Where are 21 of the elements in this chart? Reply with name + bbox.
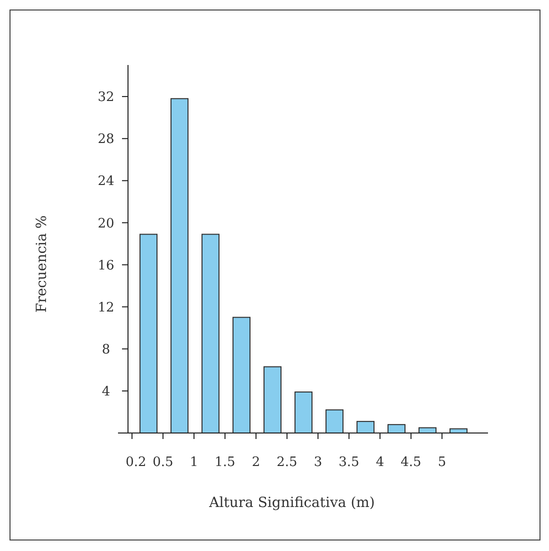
x-tick-label: 4.5 bbox=[400, 455, 422, 470]
x-tick-label: 2.5 bbox=[276, 455, 298, 470]
y-tick-label: 24 bbox=[98, 174, 114, 190]
y-tick-label: 28 bbox=[98, 132, 114, 148]
x-tick-label: 5 bbox=[438, 455, 446, 470]
x-axis-title: Altura Significativa (m) bbox=[208, 495, 375, 511]
y-tick-label: 8 bbox=[102, 342, 110, 358]
x-tick-label: 2 bbox=[252, 455, 260, 470]
x-tick-label: 0.5 bbox=[152, 455, 174, 470]
x-tick-label: 0.2 bbox=[126, 455, 146, 470]
x-tick-label: 1 bbox=[190, 455, 198, 470]
y-tick-label: 12 bbox=[98, 300, 114, 316]
y-tick-label: 4 bbox=[102, 384, 110, 400]
y-axis-title: Frecuencia % bbox=[34, 215, 50, 313]
y-tick-label: 16 bbox=[98, 258, 114, 274]
y-tick-label: 20 bbox=[98, 216, 114, 232]
x-tick-label: 4 bbox=[376, 455, 384, 470]
x-tick-label: 3 bbox=[314, 455, 322, 470]
x-tick-label: 1.5 bbox=[214, 455, 236, 470]
y-tick-label: 32 bbox=[98, 90, 114, 106]
x-tick-label: 3.5 bbox=[338, 455, 360, 470]
